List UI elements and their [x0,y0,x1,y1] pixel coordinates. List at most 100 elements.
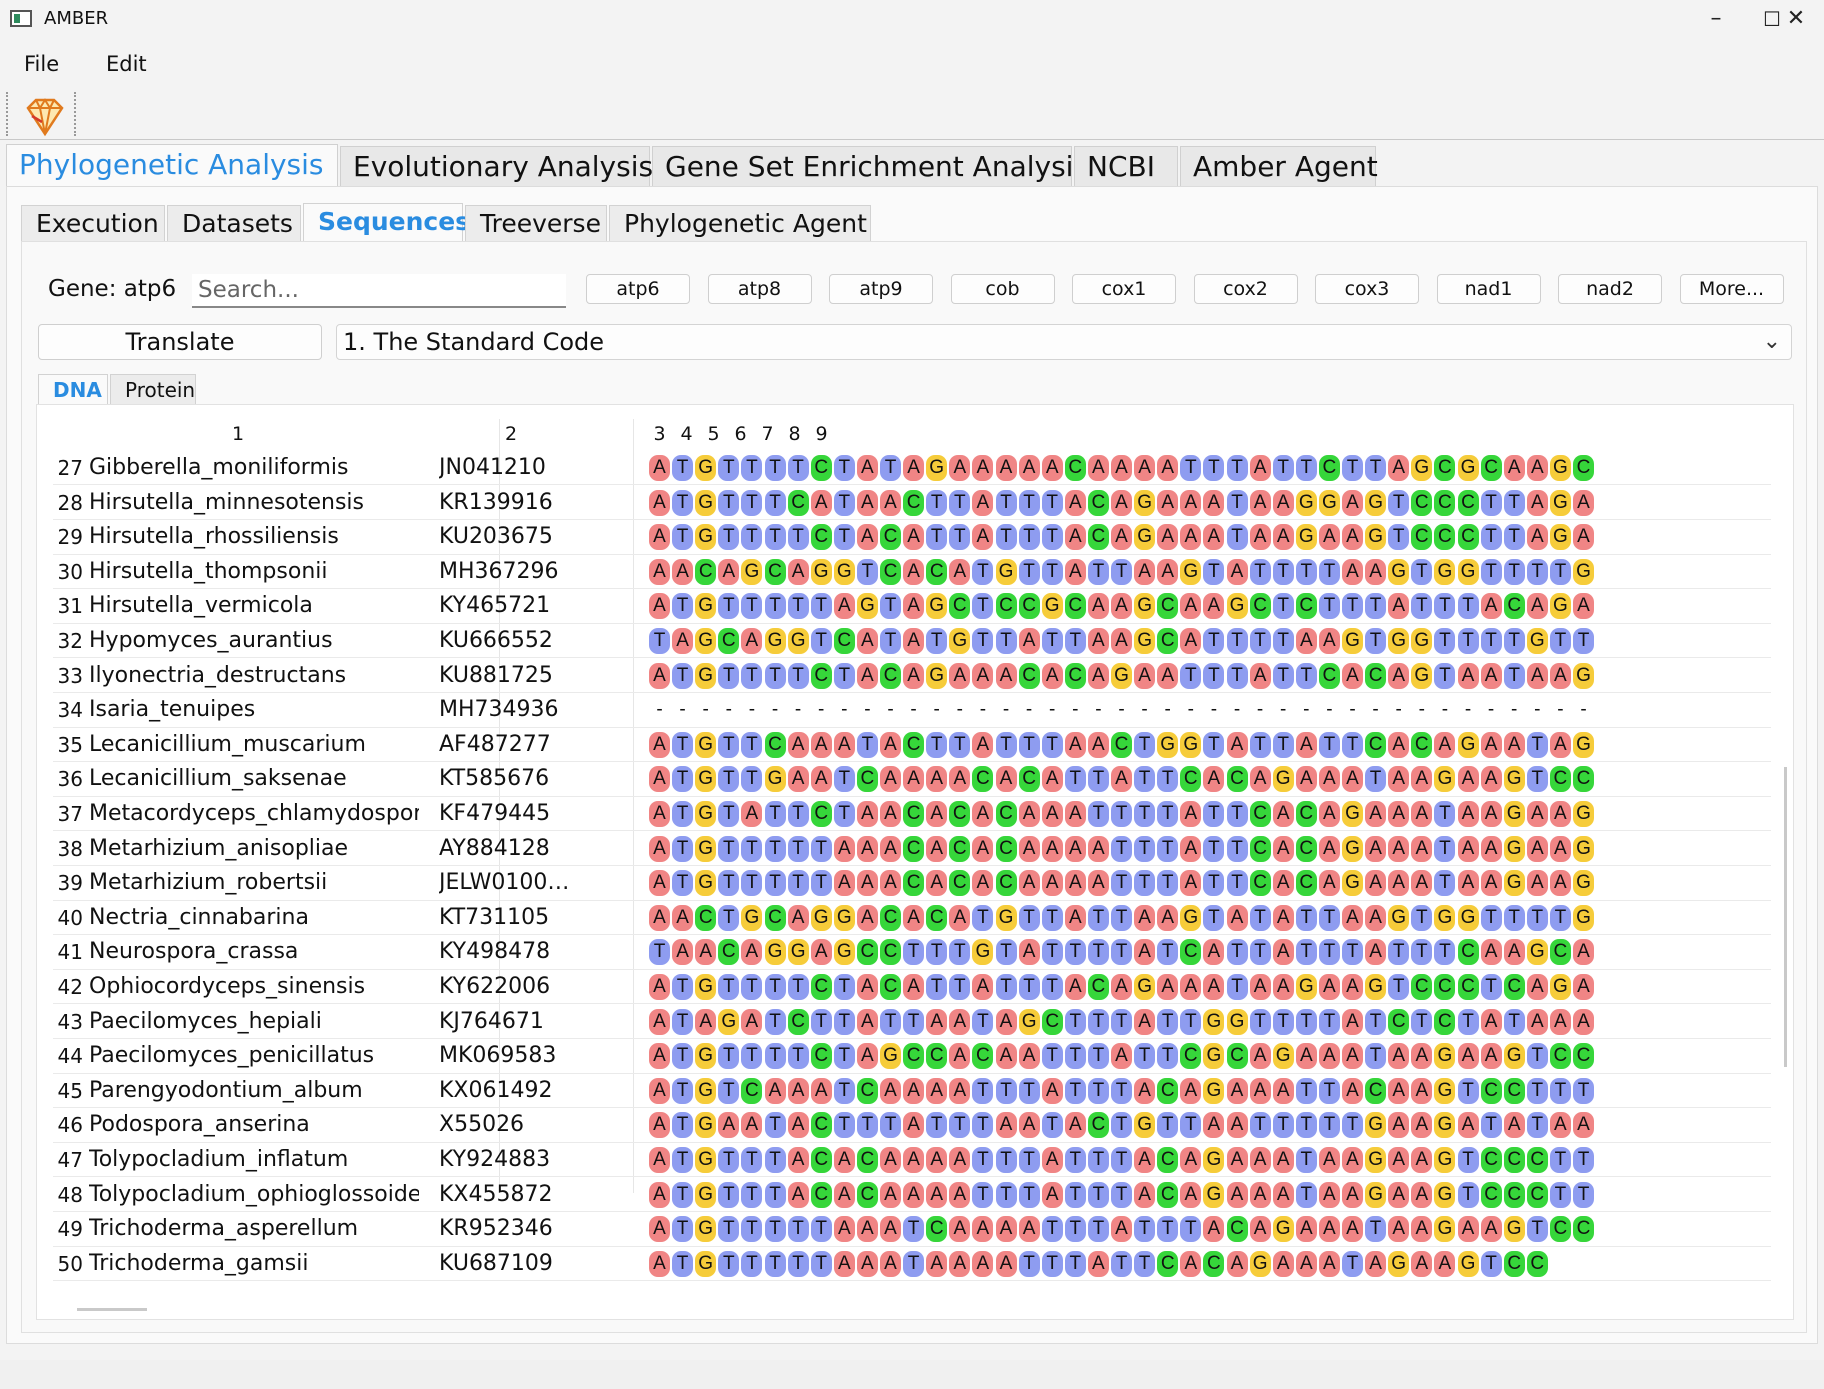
nucleotide-cell[interactable]: - [748,699,756,721]
nucleotide-cell[interactable]: G [1203,1181,1225,1208]
nucleotide-cell[interactable]: G [1388,628,1410,654]
nucleotide-cell[interactable]: T [1087,1147,1109,1173]
nucleotide-cell[interactable]: G [1573,731,1594,758]
nucleotide-cell[interactable]: A [1411,1112,1433,1139]
nucleotide-cell[interactable]: T [1203,870,1225,897]
nucleotide-cell[interactable]: T [1365,455,1387,481]
nucleotide-cell[interactable]: T [972,904,994,931]
nucleotide-cell[interactable]: G [1411,628,1433,654]
nucleotide-cell[interactable]: T [1457,593,1479,620]
nucleotide-cell[interactable]: T [1457,1077,1479,1104]
nucleotide-cell[interactable]: T [1434,801,1456,827]
nucleotide-cell[interactable]: A [1365,835,1387,862]
nucleotide-cell[interactable]: A [1134,558,1156,585]
nucleotide-cell[interactable]: T [1295,1008,1317,1035]
nucleotide-cell[interactable]: T [672,489,694,516]
nucleotide-cell[interactable]: T [972,558,994,585]
nucleotide-cell[interactable]: T [1157,870,1179,897]
nucleotide-cell[interactable]: A [926,1250,948,1277]
nucleotide-cell[interactable]: A [1134,1008,1156,1035]
nucleotide-cell[interactable]: C [1434,974,1456,1000]
nucleotide-cell[interactable]: A [1480,731,1502,758]
nucleotide-cell[interactable]: A [1480,870,1502,897]
nucleotide-cell[interactable]: T [764,662,786,689]
nucleotide-cell[interactable]: T [718,662,740,689]
nucleotide-cell[interactable]: A [1111,1043,1132,1070]
nucleotide-cell[interactable]: A [1226,1147,1248,1173]
nucleotide-cell[interactable]: A [1272,524,1294,551]
nucleotide-cell[interactable]: T [741,1147,763,1173]
nucleotide-cell[interactable]: T [1434,628,1456,654]
nucleotide-cell[interactable]: - [1233,699,1241,721]
nucleotide-cell[interactable]: A [856,1216,878,1243]
nucleotide-cell[interactable]: T [1226,662,1248,689]
nucleotide-cell[interactable]: T [995,731,1017,758]
nucleotide-cell[interactable]: A [1087,870,1109,897]
nucleotide-cell[interactable]: A [1272,870,1294,897]
nucleotide-cell[interactable]: T [1549,1077,1571,1104]
nucleotide-cell[interactable]: A [1503,939,1525,966]
nucleotide-cell[interactable]: T [1549,628,1571,654]
nucleotide-cell[interactable]: G [1203,1147,1225,1173]
nucleotide-cell[interactable]: - [1187,699,1194,721]
nucleotide-cell[interactable]: A [649,731,670,758]
nucleotide-cell[interactable]: T [764,1112,786,1139]
nucleotide-cell[interactable]: G [1249,1250,1271,1277]
nucleotide-cell[interactable]: - [864,699,871,721]
nucleotide-cell[interactable]: A [903,455,925,481]
nucleotide-cell[interactable]: C [1365,662,1387,689]
nucleotide-cell[interactable]: A [1064,904,1086,931]
nucleotide-cell[interactable]: T [880,1008,901,1035]
nucleotide-cell[interactable]: T [1041,974,1063,1000]
nucleotide-cell[interactable]: A [1573,974,1594,1000]
nucleotide-cell[interactable]: A [880,766,901,793]
nucleotide-cell[interactable]: T [1157,766,1179,793]
nucleotide-cell[interactable]: C [1226,1216,1248,1243]
nucleotide-cell[interactable]: T [995,974,1017,1000]
nucleotide-cell[interactable]: G [1434,1181,1456,1208]
nucleotide-cell[interactable]: T [1365,1008,1387,1035]
nucleotide-cell[interactable]: T [1480,628,1502,654]
nucleotide-cell[interactable]: G [695,731,717,758]
nucleotide-cell[interactable]: G [1457,455,1479,481]
nucleotide-cell[interactable]: T [1226,489,1248,516]
nucleotide-cell[interactable]: T [1295,662,1317,689]
column-header[interactable]: 8 [788,423,801,445]
nucleotide-cell[interactable]: T [1457,1181,1479,1208]
nucleotide-cell[interactable]: T [995,1181,1017,1208]
nucleotide-cell[interactable]: G [1526,628,1548,654]
nucleotide-cell[interactable]: A [926,801,948,827]
nucleotide-cell[interactable]: T [880,455,901,481]
nucleotide-cell[interactable]: A [1203,974,1225,1000]
nucleotide-cell[interactable]: A [1249,489,1271,516]
gene-button-more[interactable]: More... [1679,274,1784,304]
nucleotide-cell[interactable]: C [1203,1250,1225,1277]
nucleotide-cell[interactable]: A [1411,801,1433,827]
nucleotide-cell[interactable]: A [1180,628,1202,654]
nucleotide-cell[interactable]: A [949,1147,971,1173]
nucleotide-cell[interactable]: A [649,1112,670,1139]
nucleotide-cell[interactable]: T [949,1112,971,1139]
nucleotide-cell[interactable]: G [1272,766,1294,793]
nucleotide-cell[interactable]: C [1249,835,1271,862]
nucleotide-cell[interactable]: T [1388,939,1410,966]
nucleotide-cell[interactable]: A [1388,1216,1410,1243]
nucleotide-cell[interactable]: T [1295,939,1317,966]
nucleotide-cell[interactable]: A [972,801,994,827]
nucleotide-cell[interactable]: C [1087,974,1109,1000]
nucleotide-cell[interactable]: A [1480,939,1502,966]
nucleotide-cell[interactable]: G [833,904,855,931]
nucleotide-cell[interactable]: T [741,593,763,620]
nucleotide-cell[interactable]: T [926,489,948,516]
nucleotide-cell[interactable]: T [1203,455,1225,481]
nucleotide-cell[interactable]: A [1180,974,1202,1000]
nucleotide-cell[interactable]: A [1180,835,1202,862]
nucleotide-cell[interactable]: A [1318,1250,1340,1277]
nucleotide-cell[interactable]: C [1573,1216,1594,1243]
nucleotide-cell[interactable]: T [995,489,1017,516]
column-header[interactable]: 2 [504,423,518,445]
nucleotide-cell[interactable]: T [649,939,670,966]
nucleotide-cell[interactable]: T [718,904,740,931]
nucleotide-cell[interactable]: A [810,939,832,966]
nucleotide-cell[interactable]: A [856,489,878,516]
